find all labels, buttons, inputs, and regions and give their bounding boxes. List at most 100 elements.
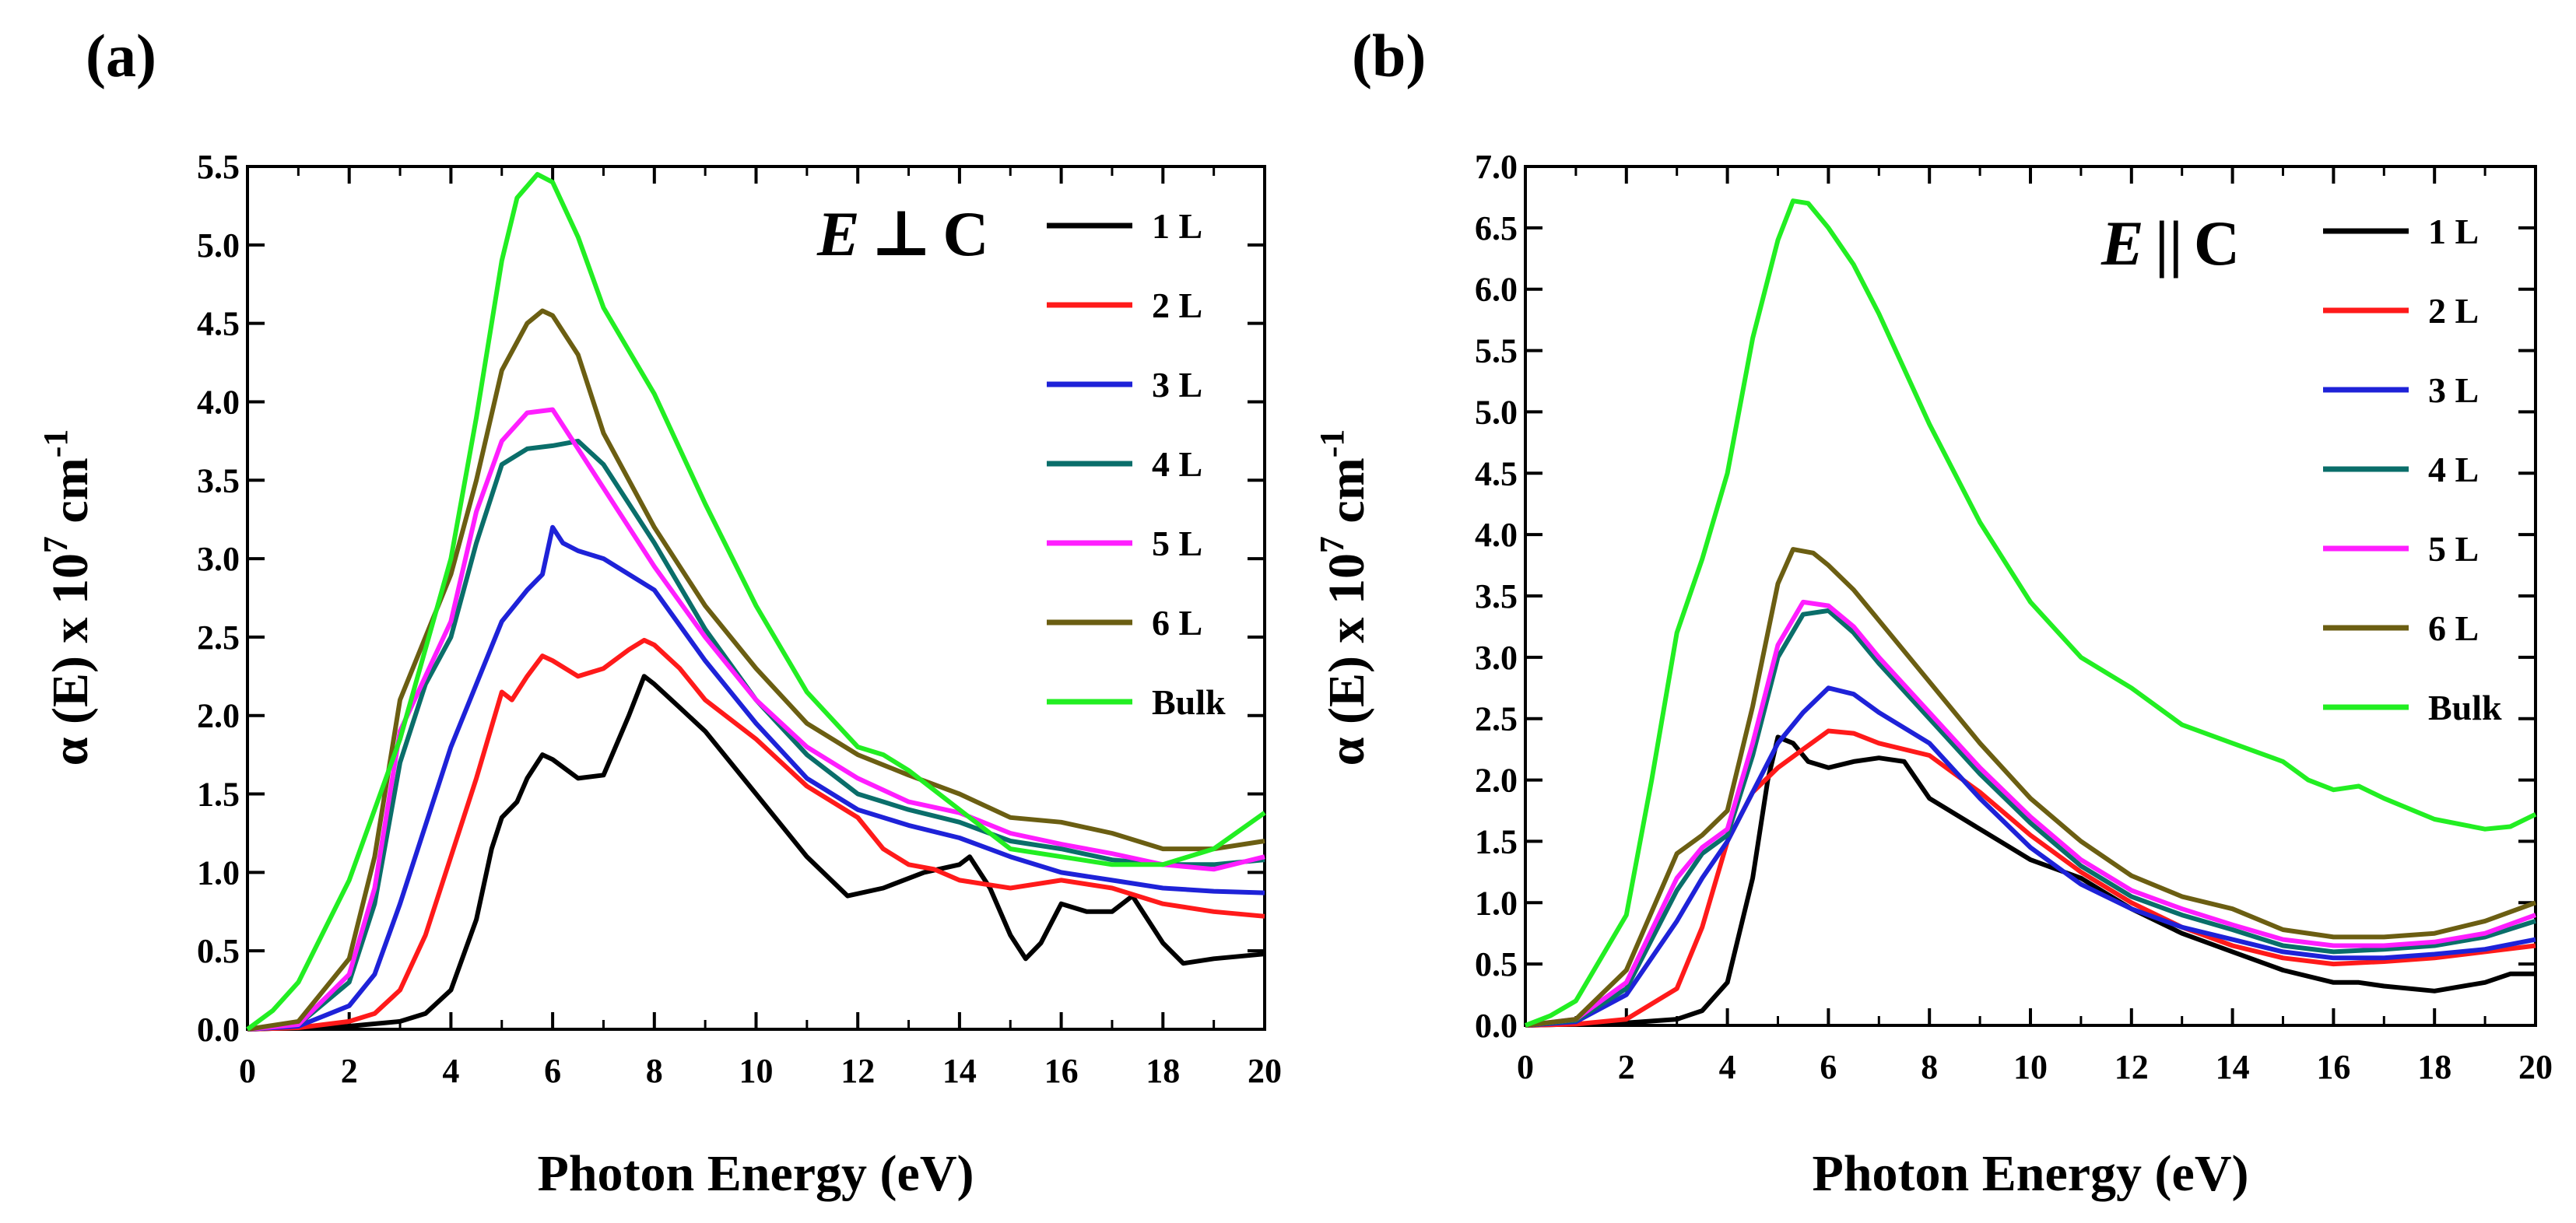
panel-a: (a) 0 2 4 6 8 10 12 14 16 18 20 0.0 0.5 …	[37, 22, 1282, 1202]
legend-label: 6 L	[2428, 608, 2479, 648]
series-lines	[1524, 198, 2537, 1028]
legend-item: 6 L	[2323, 608, 2479, 648]
y-tick-label: 7.0	[1475, 148, 1518, 186]
panel-label: (a)	[86, 22, 156, 89]
series-line-4l	[247, 438, 1265, 1032]
legend-item: 4 L	[2323, 450, 2479, 489]
legend-item: 5 L	[1047, 524, 1202, 563]
y-tick-label: 1.0	[197, 853, 240, 892]
polarization-label: E ⊥ C	[816, 198, 989, 269]
y-tick-label: 2.0	[197, 697, 240, 735]
x-axis-title: Photon Energy (eV)	[538, 1145, 974, 1202]
y-tick-label: 5.5	[1475, 332, 1518, 370]
legend-label: Bulk	[2428, 688, 2502, 727]
x-tick-label: 2	[341, 1052, 358, 1090]
x-tick-label: 10	[2013, 1048, 2048, 1086]
legend-label: 6 L	[1152, 603, 1202, 643]
series-line-6l	[247, 308, 1265, 1032]
x-tick-label: 2	[1618, 1048, 1635, 1086]
x-tick-label: 20	[1248, 1052, 1282, 1090]
y-tick-label: 4.5	[197, 305, 240, 343]
series-line-bulk	[1524, 198, 2537, 1028]
y-tick-label: 0.0	[1475, 1007, 1518, 1045]
y-tick-label: 5.5	[197, 148, 240, 186]
x-tick-label: 6	[1820, 1048, 1837, 1086]
series-line-5l	[1525, 599, 2537, 1028]
series-line-6l	[1525, 547, 2537, 1028]
y-tick-label: 0.0	[197, 1011, 240, 1049]
series-line-2l	[1525, 728, 2536, 1028]
y-tick-labels: 0.0 0.5 1.0 1.5 2.0 2.5 3.0 3.5 4.0 4.5 …	[197, 148, 240, 1049]
series-line-bulk	[246, 172, 1266, 1032]
x-tick-label: 12	[2114, 1048, 2149, 1086]
legend-item: Bulk	[1047, 682, 1226, 722]
y-tick-label: 1.0	[1475, 884, 1518, 922]
x-tick-label: 6	[544, 1052, 561, 1090]
y-tick-label: 6.5	[1475, 209, 1518, 247]
legend-label: 5 L	[1152, 524, 1202, 563]
series-line-2l	[247, 637, 1265, 1032]
x-tick-label: 14	[942, 1052, 977, 1090]
x-tick-label: 0	[239, 1052, 256, 1090]
y-tick-label: 2.0	[1475, 762, 1518, 800]
legend-item: 5 L	[2323, 529, 2479, 569]
legend: 1 L 2 L 3 L 4 L 5 L 6 L Bulk	[1047, 206, 1226, 722]
series-line-4l	[1525, 608, 2536, 1028]
y-tick-label: 3.0	[1475, 639, 1518, 677]
panel-b: (b) 0 2 4 6 8 10 12 14 16 18 20 0.0 0.5 …	[1313, 22, 2553, 1202]
series-line-3l	[247, 524, 1265, 1032]
x-tick-label: 8	[1921, 1048, 1938, 1086]
legend-item: 3 L	[1047, 365, 1202, 405]
legend-item: 1 L	[1047, 206, 1202, 246]
legend-label: Bulk	[1152, 682, 1226, 722]
legend-label: 3 L	[2428, 370, 2479, 410]
x-tick-label: 12	[841, 1052, 875, 1090]
y-tick-label: 3.5	[1475, 577, 1518, 615]
x-tick-label: 0	[1517, 1048, 1534, 1086]
legend-label: 1 L	[2428, 212, 2479, 251]
y-tick-label: 3.0	[197, 540, 240, 578]
legend-label: 2 L	[2428, 291, 2479, 331]
x-tick-label: 16	[2316, 1048, 2350, 1086]
y-tick-label: 3.5	[197, 461, 240, 499]
y-tick-label: 4.0	[1475, 516, 1518, 554]
y-tick-label: 1.5	[197, 776, 240, 814]
legend-label: 4 L	[2428, 450, 2479, 489]
x-tick-label: 4	[442, 1052, 459, 1090]
panel-label: (b)	[1352, 22, 1426, 89]
legend-item: 4 L	[1047, 444, 1202, 484]
y-axis-title: α (E) x 107 cm-1	[1313, 429, 1375, 766]
y-tick-label: 4.5	[1475, 454, 1518, 492]
legend-label: 3 L	[1152, 365, 1202, 405]
x-tick-label: 16	[1044, 1052, 1079, 1090]
series-line-1l	[247, 674, 1265, 1032]
axis-ticks	[246, 165, 1266, 1031]
series-line-5l	[247, 407, 1265, 1032]
y-tick-label: 0.5	[1475, 945, 1518, 983]
plot-frame	[1524, 165, 2537, 1027]
legend-item: 2 L	[2323, 291, 2479, 331]
y-tick-label: 4.0	[197, 383, 240, 421]
legend-label: 2 L	[1152, 286, 1202, 325]
y-tick-label: 6.0	[1475, 271, 1518, 309]
series-line-3l	[1525, 685, 2536, 1028]
x-tick-label: 10	[739, 1052, 774, 1090]
x-axis-title: Photon Energy (eV)	[1813, 1145, 2249, 1202]
y-tick-labels: 0.0 0.5 1.0 1.5 2.0 2.5 3.0 3.5 4.0 4.5 …	[1475, 148, 1518, 1045]
x-tick-labels: 0 2 4 6 8 10 12 14 16 18 20	[239, 1052, 1282, 1090]
x-tick-label: 20	[2518, 1048, 2553, 1086]
x-tick-label: 14	[2216, 1048, 2250, 1086]
legend-item: 3 L	[2323, 370, 2479, 410]
axis-ticks	[1524, 165, 2537, 1027]
series-lines	[246, 172, 1266, 1032]
legend-label: 1 L	[1152, 206, 1202, 246]
y-tick-label: 5.0	[197, 226, 240, 265]
x-tick-label: 8	[646, 1052, 663, 1090]
legend: 1 L 2 L 3 L 4 L 5 L 6 L Bulk	[2323, 212, 2502, 727]
y-tick-label: 2.5	[197, 619, 240, 657]
x-tick-labels: 0 2 4 6 8 10 12 14 16 18 20	[1517, 1048, 2553, 1086]
legend-item: 2 L	[1047, 286, 1202, 325]
legend-label: 5 L	[2428, 529, 2479, 569]
y-tick-label: 5.0	[1475, 393, 1518, 431]
